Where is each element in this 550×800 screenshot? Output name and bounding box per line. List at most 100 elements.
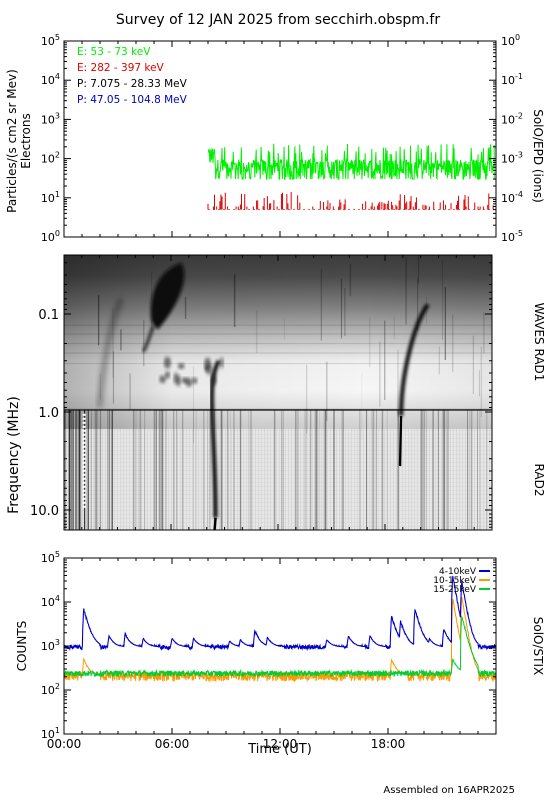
data-gap-mark bbox=[82, 497, 86, 500]
data-gap-mark bbox=[82, 457, 86, 460]
x-tick-label: 06:00 bbox=[155, 737, 190, 751]
radio-right-label-rad1: WAVES RAD1 bbox=[532, 303, 546, 382]
data-gap-mark bbox=[82, 449, 86, 452]
data-gap-mark bbox=[82, 445, 86, 448]
data-gap-mark bbox=[82, 501, 86, 504]
radio-speckle bbox=[206, 363, 212, 376]
assembled-note: Assembled on 16APR2025 bbox=[383, 785, 515, 796]
radio-panel: 0.1 1.0 10.0 Frequency (MHz) WAVES RAD1 RA… bbox=[6, 254, 546, 531]
xray-panel: 101 102 103 104 105 00:00 06:00 12:00 18:00 4-10… bbox=[15, 550, 545, 757]
figure-title: Survey of 12 JAN 2025 from secchirh.obsp… bbox=[116, 12, 440, 28]
data-gap-mark bbox=[82, 425, 86, 428]
x-tick-label: 12:00 bbox=[263, 737, 298, 751]
series-15-25kev bbox=[63, 615, 497, 679]
radio-burst-1 bbox=[150, 262, 185, 330]
y-tick-label: 103 bbox=[41, 111, 60, 126]
radio-speckle bbox=[210, 374, 217, 386]
y-tick-label: 102 bbox=[41, 682, 60, 697]
y2-tick-label: 10-4 bbox=[501, 190, 523, 205]
radio-right-label-rad2: RAD2 bbox=[532, 464, 546, 497]
y2-tick-label: 10-3 bbox=[501, 151, 523, 166]
y2-tick-label: 10-5 bbox=[501, 229, 523, 244]
radio-burst-3 bbox=[399, 303, 430, 417]
y-tick-label: 105 bbox=[41, 550, 60, 565]
xray-ylabel: COUNTS bbox=[15, 621, 29, 672]
xray-series bbox=[63, 575, 497, 683]
data-gap-mark bbox=[82, 473, 86, 476]
data-gap-mark bbox=[82, 465, 86, 468]
y-tick-label: 105 bbox=[41, 33, 60, 48]
data-gap-mark bbox=[82, 437, 86, 440]
radio-speckle bbox=[220, 357, 224, 369]
y-tick-label: 1.0 bbox=[38, 406, 59, 421]
y-tick-label: 103 bbox=[41, 638, 60, 653]
radio-spectrogram bbox=[64, 255, 492, 531]
radio-burst-3-lowfreq bbox=[398, 416, 403, 467]
legend-entry: P: 7.075 - 28.33 MeV bbox=[77, 78, 188, 90]
data-gap-mark bbox=[82, 441, 86, 444]
particles-panel: 100 101 102 103 104 105 10-5 10-4 10-3 10-2 10-1 10… bbox=[5, 33, 545, 244]
particles-axes: 100 101 102 103 104 105 10-5 10-4 10-3 10-2 10-1 10… bbox=[41, 33, 523, 244]
series-electrons-53-73 bbox=[207, 143, 495, 181]
radio-speckle bbox=[165, 371, 170, 379]
data-gap-mark bbox=[82, 461, 86, 464]
legend-entry: 15-25keV bbox=[433, 585, 477, 595]
particles-ylabel-line1: Particles/(s cm2 sr Mev) bbox=[5, 69, 19, 213]
data-gap-mark bbox=[82, 485, 86, 488]
data-gap-mark bbox=[82, 481, 86, 484]
data-gap-mark bbox=[82, 505, 86, 508]
series-4-10kev bbox=[63, 575, 497, 652]
x-axis-title: Time (UT) bbox=[247, 742, 312, 757]
data-gap-mark bbox=[82, 493, 86, 496]
radio-speckle bbox=[192, 377, 198, 384]
legend-entry: 10-15keV bbox=[433, 576, 477, 586]
data-gap-mark bbox=[82, 417, 86, 420]
y-tick-label: 104 bbox=[41, 594, 60, 609]
data-gap-mark bbox=[82, 421, 86, 424]
legend-entry: E: 53 - 73 keV bbox=[77, 46, 151, 58]
y-tick-label: 102 bbox=[41, 151, 60, 166]
particles-legend: E: 53 - 73 keV E: 282 - 397 keV P: 7.075 -… bbox=[77, 46, 188, 106]
y2-tick-label: 100 bbox=[501, 33, 520, 48]
x-tick-label: 18:00 bbox=[371, 737, 406, 751]
legend-entry: E: 282 - 397 keV bbox=[77, 62, 165, 74]
y2-tick-label: 10-2 bbox=[501, 111, 523, 126]
legend-entry: 4-10keV bbox=[439, 567, 477, 577]
y-tick-label: 0.1 bbox=[38, 308, 59, 323]
particles-ylabel-line2: Electrons bbox=[19, 113, 33, 168]
data-gap-mark bbox=[82, 477, 86, 480]
xray-axes: 101 102 103 104 105 00:00 06:00 12:00 18:00 bbox=[41, 550, 497, 751]
data-gap-mark bbox=[82, 469, 86, 472]
radio-burst-4 bbox=[209, 359, 221, 518]
legend-entry: P: 47.05 - 104.8 MeV bbox=[77, 94, 188, 106]
radio-speckle bbox=[163, 356, 171, 369]
data-gap-mark bbox=[82, 433, 86, 436]
y-tick-label: 100 bbox=[41, 229, 60, 244]
x-tick-label: 00:00 bbox=[47, 737, 82, 751]
radio-speckle bbox=[173, 372, 179, 385]
data-gap-mark bbox=[82, 453, 86, 456]
y-tick-label: 101 bbox=[41, 726, 60, 741]
radio-speckle bbox=[177, 362, 185, 370]
xray-right-label: SolO/STIX bbox=[531, 617, 545, 676]
radio-speckle bbox=[185, 377, 193, 387]
data-gap-mark bbox=[82, 413, 86, 416]
radio-burst-2 bbox=[97, 297, 124, 408]
radio-burst-1-tail bbox=[142, 325, 155, 353]
y-tick-label: 10.0 bbox=[30, 504, 59, 519]
particles-series bbox=[207, 143, 495, 210]
radio-ylabel: Frequency (MHz) bbox=[6, 396, 22, 514]
y-tick-label: 101 bbox=[41, 190, 60, 205]
radio-speckle bbox=[159, 375, 166, 384]
data-gap-mark bbox=[82, 429, 86, 432]
particles-right-label: SolO/EPD (ions) bbox=[531, 109, 545, 203]
series-10-15kev bbox=[63, 596, 497, 683]
y-tick-label: 104 bbox=[41, 72, 60, 87]
radio-burst-4-lowfreq bbox=[213, 517, 217, 531]
data-gap-mark bbox=[82, 489, 86, 492]
y2-tick-label: 10-1 bbox=[501, 72, 523, 87]
series-electrons-282-397 bbox=[207, 192, 495, 210]
radio-axes: 0.1 1.0 10.0 bbox=[30, 255, 493, 530]
